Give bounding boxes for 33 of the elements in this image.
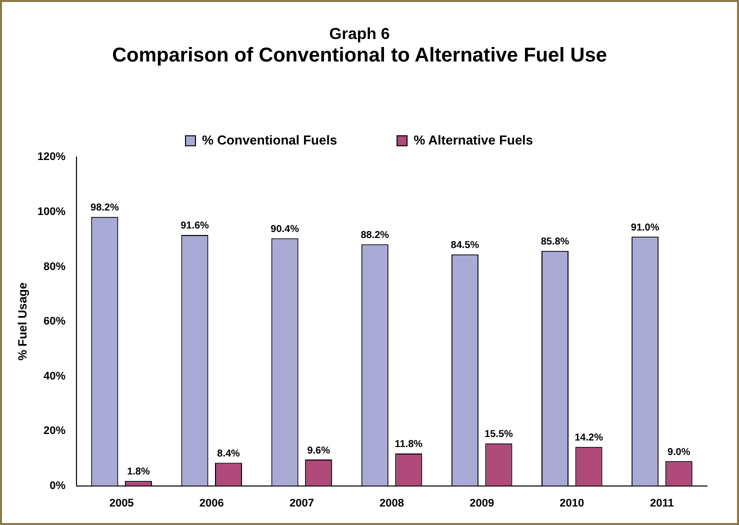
data-label: 15.5% bbox=[484, 429, 514, 440]
x-tick-label: 2007 bbox=[289, 497, 314, 510]
y-tick-label: 120% bbox=[37, 151, 66, 164]
chart-title: Graph 6 bbox=[329, 26, 390, 44]
x-tick-label: 2011 bbox=[650, 497, 674, 510]
data-label: 9.6% bbox=[307, 445, 330, 456]
chart-subtitle: Comparison of Conventional to Alternative Fuel Use bbox=[112, 44, 607, 67]
data-label: 1.8% bbox=[127, 466, 150, 478]
y-tick-label: 20% bbox=[44, 425, 66, 438]
data-label: 98.2% bbox=[90, 202, 119, 214]
x-tick-label: 2006 bbox=[199, 497, 224, 510]
data-label: 91.0% bbox=[630, 222, 660, 234]
legend-label: % Alternative Fuels bbox=[414, 132, 534, 148]
data-label: 9.0% bbox=[667, 446, 690, 458]
data-label: 90.4% bbox=[270, 224, 300, 236]
y-tick-label: 100% bbox=[37, 206, 66, 218]
legend-label: % Conventional Fuels bbox=[202, 132, 338, 148]
x-tick-label: 2010 bbox=[560, 497, 584, 510]
y-tick-label: 80% bbox=[44, 260, 66, 273]
x-tick-label: 2008 bbox=[380, 497, 404, 510]
y-tick-label: 40% bbox=[44, 370, 66, 382]
data-label: 88.2% bbox=[360, 230, 390, 242]
x-tick-label: 2005 bbox=[109, 497, 134, 510]
data-label: 85.8% bbox=[540, 236, 570, 248]
data-label: 14.2% bbox=[574, 432, 604, 444]
y-tick-label: 60% bbox=[44, 316, 66, 328]
data-label: 11.8% bbox=[394, 439, 423, 450]
data-label: 91.6% bbox=[180, 220, 210, 232]
y-axis-title: % Fuel Usage bbox=[16, 282, 30, 361]
y-tick-label: 0% bbox=[50, 480, 66, 492]
data-label: 84.5% bbox=[450, 240, 480, 252]
data-label: 8.4% bbox=[217, 448, 240, 460]
x-tick-label: 2009 bbox=[470, 497, 494, 510]
